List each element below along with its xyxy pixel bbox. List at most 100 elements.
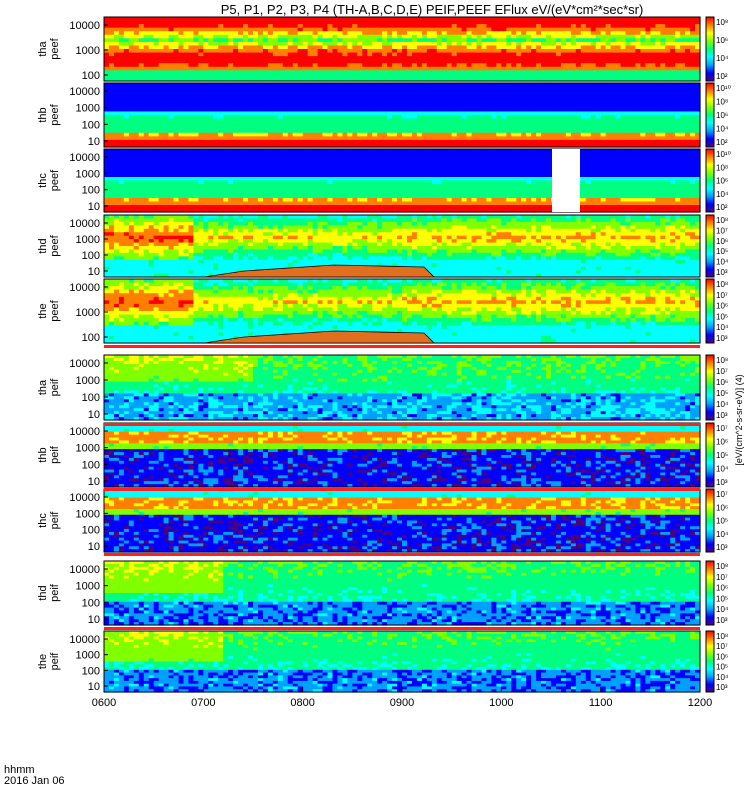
- y-tick-label: 100: [82, 332, 100, 344]
- colorbar-tick-label: 10⁸: [716, 280, 728, 289]
- y-tick-label: 100: [82, 459, 100, 471]
- colorbar-tick-label: 10³: [716, 411, 728, 420]
- y-tick-label: 10000: [69, 634, 100, 646]
- colorbar-tick-label: 10⁸: [716, 562, 728, 571]
- colorbar-tick-label: 10³: [716, 616, 728, 625]
- colorbar-tick-label: 10³: [716, 478, 728, 487]
- colorbar-tick-label: 10⁴: [716, 530, 729, 539]
- colorbar: [706, 489, 714, 552]
- y-tick-label: 10000: [69, 426, 100, 438]
- colorbar: [706, 279, 714, 343]
- separator-bar: [104, 423, 700, 426]
- panel-label-line: thb: [37, 107, 49, 122]
- y-tick-label: 100: [82, 119, 100, 131]
- y-tick-label: 10: [88, 681, 100, 693]
- colorbar-tick-label: 10⁴: [716, 400, 729, 409]
- y-tick-label: 100: [82, 665, 100, 677]
- y-tick-label: 1000: [76, 103, 100, 115]
- panel-label-line: peif: [49, 652, 61, 671]
- colorbar-tick-label: 10⁵: [716, 663, 728, 672]
- colorbar-tick-label: 10⁸: [716, 216, 728, 225]
- panel-label-line: peef: [49, 234, 61, 256]
- y-tick-label: 1000: [76, 168, 100, 180]
- panel-label: tha peif: [37, 378, 61, 397]
- colorbar-tick-label: 10³: [716, 268, 728, 277]
- y-tick-label: 1000: [76, 508, 100, 520]
- panel-label-line: thb: [37, 447, 49, 462]
- y-tick-label: 1000: [76, 443, 100, 455]
- colorbar-tick-label: 10⁴: [716, 323, 729, 332]
- colorbar-tick-label: 10⁵: [716, 247, 728, 256]
- colorbar-unit-label: [eV/(cm^2-s-sr-eV)] (4): [734, 374, 744, 465]
- separator-bar: [104, 488, 700, 491]
- y-tick-label: 100: [82, 392, 100, 404]
- y-tick-label: 10000: [69, 564, 100, 576]
- colorbar-tick-label: 10⁸: [716, 356, 728, 365]
- y-tick-label: 10: [88, 266, 100, 278]
- panel-label-line: peef: [49, 299, 61, 321]
- colorbar-tick-label: 10³: [716, 683, 728, 692]
- panel-label: thd peef: [37, 234, 61, 256]
- panel-label: thb peef: [37, 103, 61, 125]
- x-tick-label: 0900: [390, 697, 414, 709]
- panel-label-line: peif: [49, 583, 61, 602]
- y-tick-label: 1000: [76, 581, 100, 593]
- colorbar-tick-label: 10⁷: [716, 490, 728, 499]
- panel-label-line: tha: [37, 379, 49, 395]
- colorbar-tick-label: 10⁸: [716, 163, 728, 172]
- panel-label-line: peif: [49, 445, 61, 464]
- y-tick-label: 1000: [76, 234, 100, 246]
- panel-label-line: peif: [49, 511, 61, 530]
- colorbar-tick-label: 10⁶: [716, 503, 728, 512]
- y-tick-label: 10: [88, 614, 100, 626]
- y-tick-label: 10000: [69, 358, 100, 370]
- colorbar-tick-label: 10⁵: [716, 594, 728, 603]
- colorbar-tick-label: 10⁷: [716, 642, 728, 651]
- colorbar-tick-label: 10⁶: [716, 111, 728, 120]
- colorbar-tick-label: 10⁶: [716, 237, 728, 246]
- colorbar-tick-label: 10⁶: [716, 438, 728, 447]
- colorbar-tick-label: 10¹⁰: [716, 150, 731, 159]
- colorbar-tick-label: 10⁷: [716, 573, 728, 582]
- colorbar-unit-text: [eV/(cm^2-s-sr-eV)] (4): [734, 374, 744, 465]
- y-tick-label: 10000: [69, 20, 100, 32]
- panel-label: tha peef: [37, 37, 61, 59]
- separator-bar: [104, 345, 700, 348]
- footer-date: 2016 Jan 06: [4, 776, 65, 787]
- x-tick-label: 1200: [688, 697, 712, 709]
- colorbar-tick-label: 10⁷: [716, 424, 728, 433]
- panel-label-line: thc: [37, 173, 49, 188]
- y-tick-label: 1000: [76, 650, 100, 662]
- colorbar-tick-label: 10⁸: [716, 18, 728, 27]
- y-tick-label: 10: [88, 409, 100, 421]
- data-gap: [552, 149, 580, 212]
- y-tick-label: 10: [88, 201, 100, 213]
- colorbar-tick-label: 10⁵: [716, 389, 728, 398]
- y-tick-label: 1000: [76, 45, 100, 57]
- colorbar-tick-label: 10⁵: [716, 451, 728, 460]
- y-tick-label: 1000: [76, 307, 100, 319]
- y-tick-label: 100: [82, 70, 100, 82]
- y-tick-label: 10000: [69, 282, 100, 294]
- panel-label-line: tha: [37, 40, 49, 56]
- y-tick-label: 100: [82, 185, 100, 197]
- y-tick-label: 10000: [69, 218, 100, 230]
- colorbar-tick-label: 10⁴: [716, 605, 729, 614]
- colorbar: [706, 149, 714, 212]
- colorbar-tick-label: 10²: [716, 138, 728, 147]
- time-axis-footer: hhmm 2016 Jan 06: [4, 765, 65, 787]
- y-tick-label: 10: [88, 476, 100, 488]
- panel-label: the peef: [37, 299, 61, 321]
- panel-label-line: thd: [37, 585, 49, 600]
- separator-bar: [104, 553, 700, 556]
- y-tick-label: 10: [88, 136, 100, 148]
- colorbar-tick-label: 10³: [716, 334, 728, 343]
- colorbar-tick-label: 10⁶: [716, 584, 728, 593]
- colorbar-tick-label: 10⁵: [716, 312, 728, 321]
- colorbar: [706, 17, 714, 81]
